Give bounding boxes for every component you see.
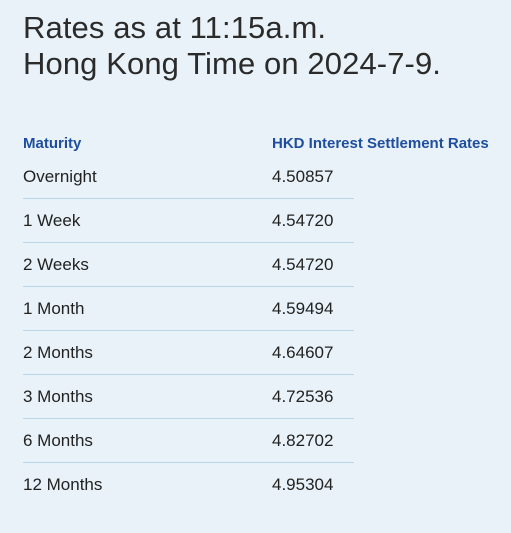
maturity-cell: 1 Month bbox=[23, 299, 85, 318]
table-row: Overnight 4.50857 bbox=[23, 155, 354, 199]
table-header-row: Maturity HKD Interest Settlement Rates bbox=[23, 133, 511, 155]
maturity-cell: 12 Months bbox=[23, 475, 103, 494]
title-line-time: Rates as at 11:15a.m. bbox=[23, 10, 327, 45]
maturity-cell: Overnight bbox=[23, 167, 97, 186]
maturity-cell: 2 Weeks bbox=[23, 255, 89, 274]
page-title: Rates as at 11:15a.m. Hong Kong Time on … bbox=[23, 0, 511, 82]
column-header-rate: HKD Interest Settlement Rates bbox=[272, 135, 489, 152]
maturity-cell: 6 Months bbox=[23, 431, 93, 450]
table-row: 1 Month 4.59494 bbox=[23, 287, 354, 331]
rate-cell: 4.50857 bbox=[272, 167, 334, 186]
table-row: 1 Week 4.54720 bbox=[23, 199, 354, 243]
rate-cell: 4.54720 bbox=[272, 255, 334, 274]
rate-cell: 4.95304 bbox=[272, 475, 334, 494]
maturity-cell: 1 Week bbox=[23, 211, 81, 230]
title-line-date: Hong Kong Time on 2024-7-9. bbox=[23, 46, 442, 81]
rate-cell: 4.64607 bbox=[272, 343, 334, 362]
column-header-maturity: Maturity bbox=[23, 135, 82, 152]
table-body: Overnight 4.50857 1 Week 4.54720 2 Weeks… bbox=[23, 155, 511, 507]
rate-cell: 4.59494 bbox=[272, 299, 334, 318]
rate-cell: 4.54720 bbox=[272, 211, 334, 230]
rates-table: Maturity HKD Interest Settlement Rates O… bbox=[23, 133, 511, 507]
rate-cell: 4.72536 bbox=[272, 387, 334, 406]
table-row: 6 Months 4.82702 bbox=[23, 419, 354, 463]
maturity-cell: 2 Months bbox=[23, 343, 93, 362]
rate-cell: 4.82702 bbox=[272, 431, 334, 450]
table-row: 3 Months 4.72536 bbox=[23, 375, 354, 419]
table-row: 2 Weeks 4.54720 bbox=[23, 243, 354, 287]
table-row: 2 Months 4.64607 bbox=[23, 331, 354, 375]
maturity-cell: 3 Months bbox=[23, 387, 93, 406]
table-row: 12 Months 4.95304 bbox=[23, 463, 354, 507]
